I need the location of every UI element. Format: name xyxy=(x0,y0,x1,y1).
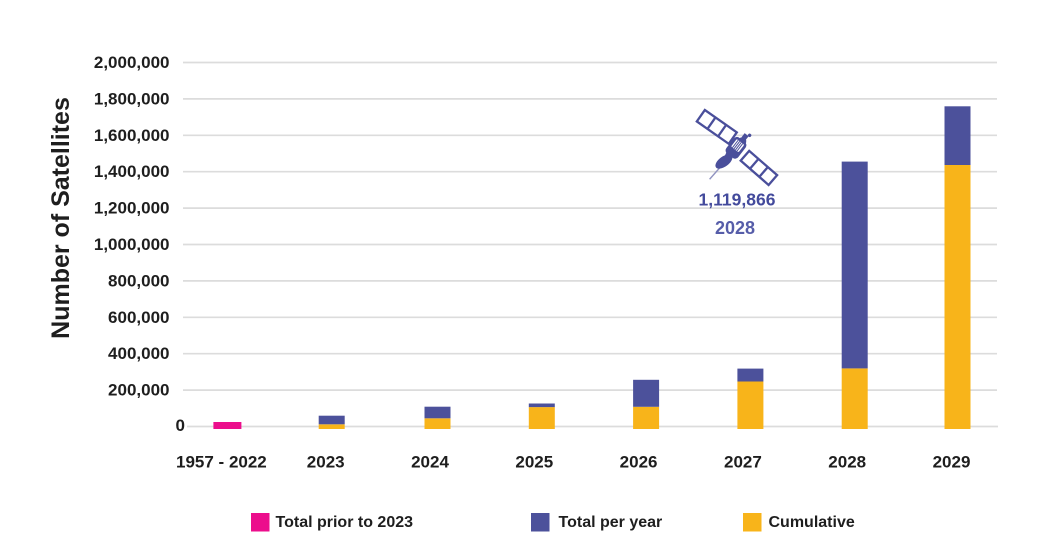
svg-text:1,600,000: 1,600,000 xyxy=(94,126,170,145)
svg-text:Total per year: Total per year xyxy=(559,514,663,531)
svg-text:Cumulative: Cumulative xyxy=(769,514,855,531)
svg-text:1,200,000: 1,200,000 xyxy=(94,199,170,218)
svg-text:0: 0 xyxy=(176,416,185,435)
svg-text:2028: 2028 xyxy=(828,453,866,472)
svg-text:Total prior to 2023: Total prior to 2023 xyxy=(276,514,414,531)
svg-text:2025: 2025 xyxy=(515,453,553,472)
svg-text:1,800,000: 1,800,000 xyxy=(94,89,170,108)
svg-text:1957 - 2022: 1957 - 2022 xyxy=(176,453,267,472)
svg-text:2027: 2027 xyxy=(724,453,762,472)
svg-text:2,000,000: 2,000,000 xyxy=(94,53,170,72)
svg-text:2026: 2026 xyxy=(620,453,658,472)
svg-text:2023: 2023 xyxy=(307,453,345,472)
svg-text:1,119,866: 1,119,866 xyxy=(699,190,776,210)
svg-text:2024: 2024 xyxy=(411,453,449,472)
svg-text:2028: 2028 xyxy=(715,218,755,238)
svg-text:200,000: 200,000 xyxy=(108,381,169,400)
svg-text:600,000: 600,000 xyxy=(108,308,169,327)
svg-text:2029: 2029 xyxy=(933,453,971,472)
svg-text:800,000: 800,000 xyxy=(108,271,169,290)
svg-text:1,000,000: 1,000,000 xyxy=(94,235,170,254)
svg-text:1,400,000: 1,400,000 xyxy=(94,162,170,181)
svg-text:400,000: 400,000 xyxy=(108,344,169,363)
svg-text:Number of Satellites: Number of Satellites xyxy=(47,97,75,339)
